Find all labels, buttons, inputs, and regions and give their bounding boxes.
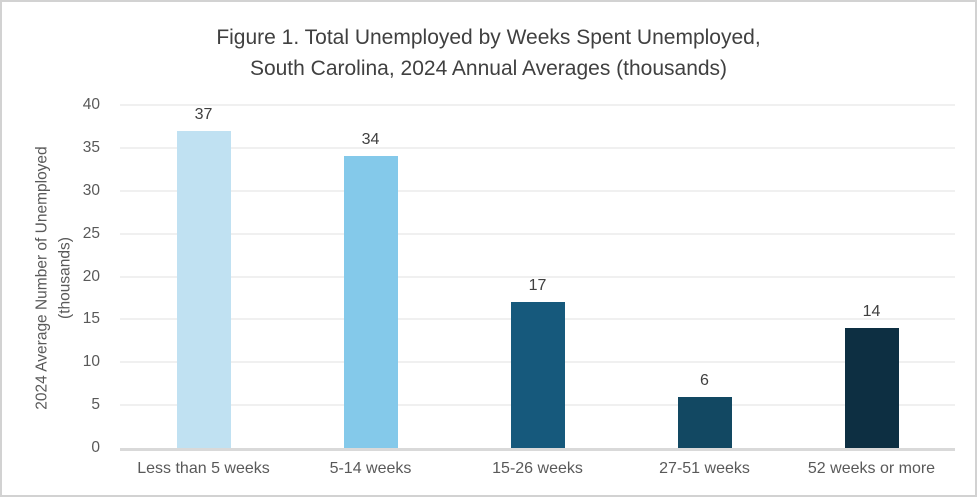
gridline [120, 275, 955, 278]
y-tick-label: 5 [91, 396, 100, 414]
gridline [120, 232, 955, 235]
x-category-label: Less than 5 weeks [137, 460, 270, 477]
bar-value-label: 37 [194, 105, 213, 123]
y-tick-label: 30 [82, 181, 100, 199]
y-tick-label: 15 [82, 310, 100, 328]
bar-value-label: 14 [862, 302, 881, 320]
chart-title-line-1: Figure 1. Total Unemployed by Weeks Spen… [216, 26, 761, 49]
bar-value-label: 17 [528, 277, 547, 295]
x-axis-line [120, 448, 955, 451]
bar-5 [844, 327, 899, 450]
bar-value-label: 6 [700, 371, 709, 389]
bar-value-label: 34 [361, 131, 380, 149]
y-tick-label: 10 [82, 353, 100, 371]
x-category-label: 5-14 weeks [329, 460, 412, 477]
gridline [120, 146, 955, 149]
bar-2 [343, 156, 398, 450]
x-category-label: 15-26 weeks [492, 460, 583, 477]
y-tick-label: 40 [82, 96, 100, 113]
gridline [120, 189, 955, 192]
x-category-label: 27-51 weeks [659, 460, 750, 477]
bar-1 [176, 130, 231, 450]
y-tick-label: 35 [82, 138, 100, 156]
y-tick-label: 0 [91, 439, 100, 456]
bar-4 [677, 396, 732, 450]
gridline [120, 104, 955, 106]
bar-3 [510, 302, 565, 450]
x-category-label: 52 weeks or more [807, 460, 936, 477]
y-axis-title-line-1: 2024 Average Number of Unemployed [33, 146, 51, 410]
y-tick-label: 20 [82, 267, 100, 285]
chart-title-line-2: South Carolina, 2024 Annual Averages (th… [249, 57, 728, 80]
y-tick-label: 25 [82, 224, 100, 242]
